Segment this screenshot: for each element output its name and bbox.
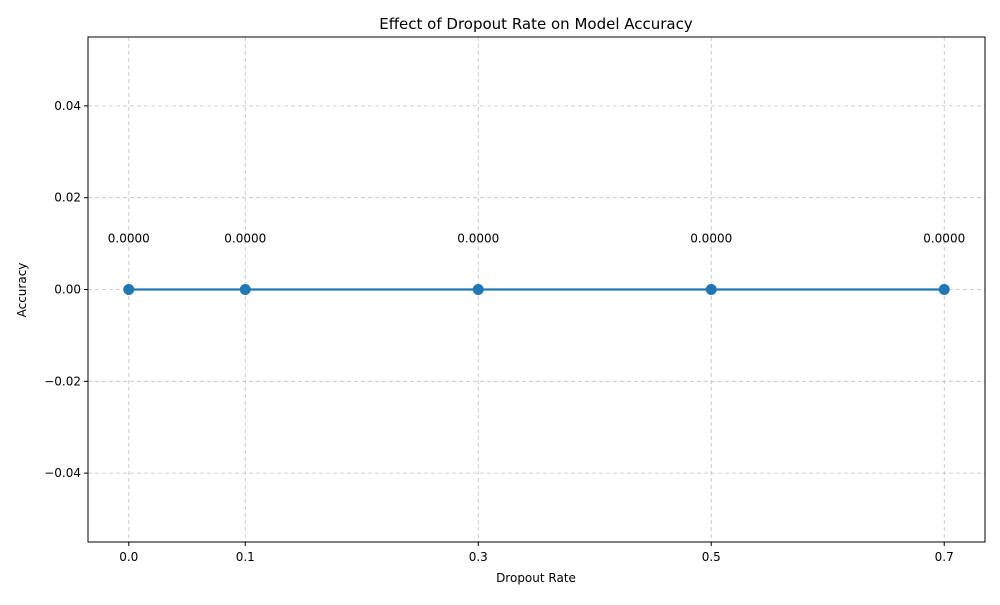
chart-title: Effect of Dropout Rate on Model Accuracy — [379, 15, 693, 33]
x-tick-label: 0.0 — [119, 550, 138, 564]
data-point-marker — [239, 284, 251, 295]
y-axis-label: Accuracy — [15, 263, 29, 318]
data-value-label: 0.0000 — [923, 232, 965, 246]
y-tick-label: 0.04 — [54, 99, 81, 113]
y-tick-label: 0.02 — [54, 191, 81, 205]
y-tick-label: −0.02 — [44, 374, 81, 388]
x-tick-label: 0.5 — [702, 550, 721, 564]
y-tick-label: −0.04 — [44, 466, 81, 480]
x-tick-label: 0.3 — [469, 550, 488, 564]
x-axis-label: Dropout Rate — [496, 571, 576, 585]
axis-ticks: 0.0 0.1 0.3 0.5 0.7 −0.04 −0.02 0.00 0.02 0.04 — [44, 99, 954, 564]
data-point-marker — [705, 284, 717, 295]
data-value-label: 0.0000 — [108, 232, 150, 246]
x-tick-label: 0.1 — [236, 550, 255, 564]
data-point-marker — [472, 284, 484, 295]
data-value-label: 0.0000 — [457, 232, 499, 246]
data-value-label: 0.0000 — [690, 232, 732, 246]
data-labels: 0.0000 0.0000 0.0000 0.0000 0.0000 — [108, 232, 965, 246]
x-tick-label: 0.7 — [935, 550, 954, 564]
data-value-label: 0.0000 — [224, 232, 266, 246]
data-point-marker — [938, 284, 950, 295]
data-point-marker — [123, 284, 135, 295]
series-layer — [123, 284, 950, 295]
y-tick-label: 0.00 — [54, 283, 81, 297]
